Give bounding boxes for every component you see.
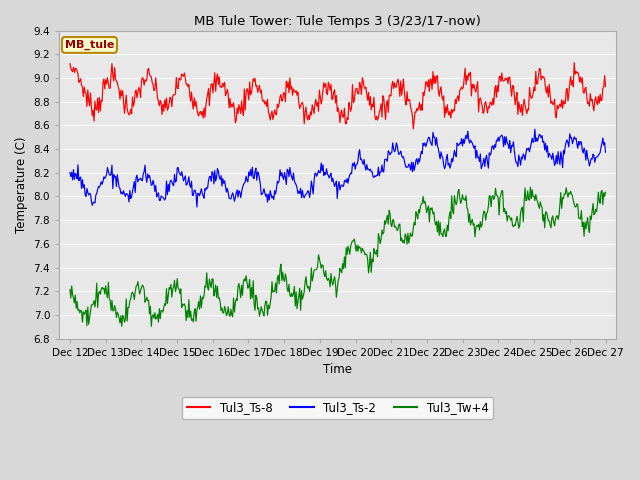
Title: MB Tule Tower: Tule Temps 3 (3/23/17-now): MB Tule Tower: Tule Temps 3 (3/23/17-now… xyxy=(195,15,481,28)
Y-axis label: Temperature (C): Temperature (C) xyxy=(15,136,28,233)
Text: MB_tule: MB_tule xyxy=(65,40,114,50)
X-axis label: Time: Time xyxy=(323,363,352,376)
Legend: Tul3_Ts-8, Tul3_Ts-2, Tul3_Tw+4: Tul3_Ts-8, Tul3_Ts-2, Tul3_Tw+4 xyxy=(182,396,493,419)
